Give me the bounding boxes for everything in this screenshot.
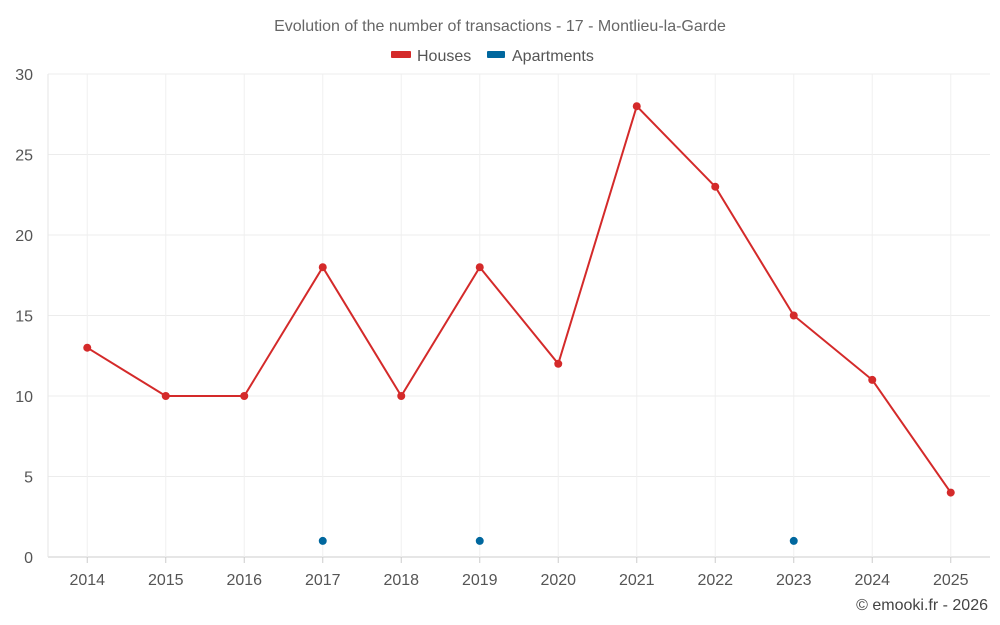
y-tick-label: 25 [15,148,33,165]
y-tick-label: 20 [15,228,33,245]
x-tick-label: 2023 [776,572,812,589]
houses-point-2016 [240,392,249,400]
x-tick-label: 2022 [697,572,733,589]
houses-point-2018 [397,392,406,400]
grid [48,73,990,558]
y-tick-label: 30 [15,67,33,84]
x-tick-label: 2025 [933,572,969,589]
y-tick-label: 15 [15,309,33,326]
credit-text: © emooki.fr - 2026 [856,597,988,614]
legend-label-apartments: Apartments [512,48,594,65]
x-tick-label: 2017 [305,572,341,589]
houses-point-2020 [554,359,563,368]
y-tick-label: 0 [24,550,33,567]
x-tick-label: 2019 [462,572,498,589]
legend-swatch-houses [391,51,411,58]
houses-point-2024 [868,375,877,384]
apartments-point-2019 [475,536,484,545]
houses-point-2022 [711,182,720,191]
x-tick-label: 2018 [383,572,419,589]
x-tick-label: 2014 [69,572,105,589]
x-tick-label: 2020 [540,572,576,589]
legend-swatch-apartments [487,51,505,58]
apartments-point-2023 [789,536,798,545]
houses-point-2023 [789,311,798,320]
houses-point-2021 [632,102,641,111]
legend: Houses Apartments [391,48,594,65]
x-tick-label: 2024 [854,572,890,589]
houses-series-line [86,104,952,494]
chart-title: Evolution of the number of transactions … [274,18,726,35]
y-tick-label: 10 [15,389,33,406]
houses-point-2025 [946,488,955,497]
x-tick-label: 2015 [148,572,184,589]
legend-label-houses: Houses [417,48,471,65]
houses-point-2015 [161,392,170,400]
houses-point-2019 [475,263,484,272]
houses-point-2014 [83,343,92,352]
houses-point-2017 [318,263,327,272]
x-tick-label: 2021 [619,572,655,589]
y-tick-label: 5 [24,470,33,487]
x-tick-label: 2016 [226,572,262,589]
series-layer [83,102,955,545]
apartments-point-2017 [318,536,327,545]
